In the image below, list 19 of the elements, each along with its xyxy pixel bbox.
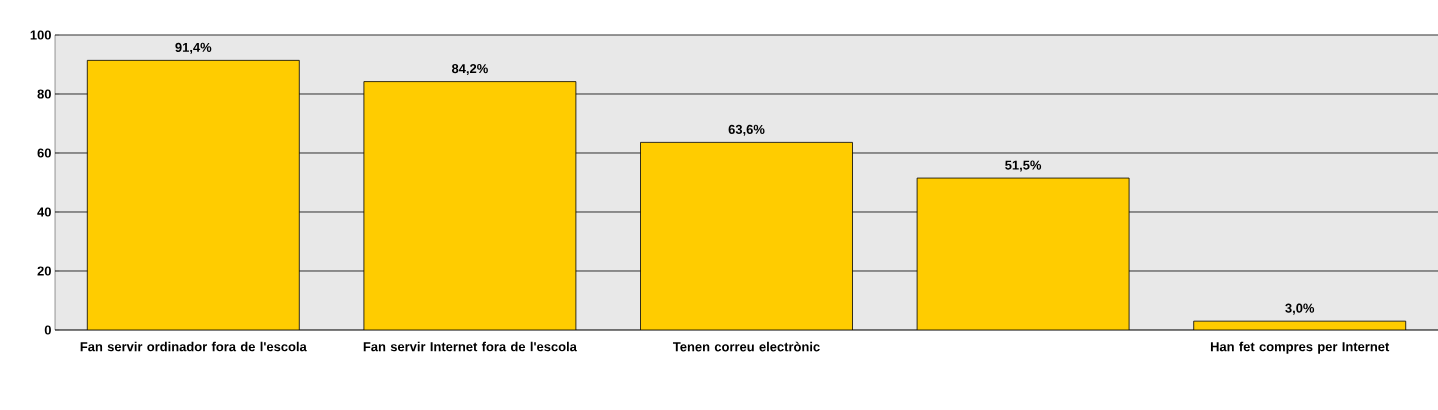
data-label: 63,6% bbox=[728, 124, 765, 136]
y-tick-label: 60 bbox=[37, 148, 51, 158]
bar bbox=[363, 81, 577, 330]
bar bbox=[86, 59, 300, 330]
data-label: 84,2% bbox=[451, 64, 488, 76]
data-label: 3,0% bbox=[1285, 303, 1315, 315]
x-tick-label: Tenen correu electrònic bbox=[672, 341, 820, 352]
data-label: 51,5% bbox=[1005, 160, 1042, 172]
x-tick-label: Fan servir Internet fora de l'escola bbox=[363, 341, 577, 352]
y-tick-label: 0 bbox=[44, 325, 51, 335]
y-tick-label: 100 bbox=[30, 30, 51, 40]
x-tick-label: Fan servir ordinador fora de l'escola bbox=[80, 341, 307, 352]
y-tick-label: 80 bbox=[37, 89, 51, 99]
x-tick-label: Han fet compres per Internet bbox=[1210, 341, 1390, 354]
y-tick-label: 40 bbox=[37, 207, 51, 217]
bar bbox=[640, 141, 853, 330]
y-tick-label: 20 bbox=[37, 266, 51, 276]
data-label: 91,4% bbox=[175, 42, 212, 54]
bar bbox=[916, 177, 1130, 330]
